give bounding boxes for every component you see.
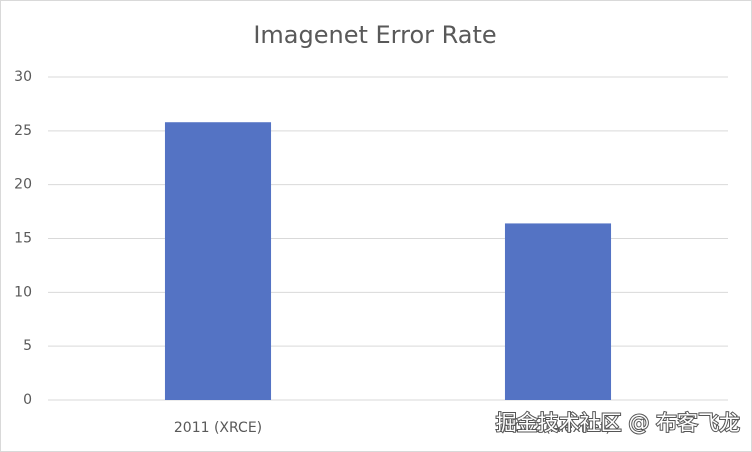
x-tick-label: 2011 (XRCE) bbox=[174, 420, 262, 436]
x-tick-label: 2012 (AlexNet) bbox=[505, 420, 611, 436]
y-tick-label: 30 bbox=[14, 69, 32, 85]
y-tick-label: 0 bbox=[23, 392, 32, 408]
chart-title: Imagenet Error Rate bbox=[253, 21, 496, 49]
y-tick-label: 10 bbox=[14, 284, 32, 300]
watermark: 掘金技术社区 @ 布客飞龙 bbox=[496, 411, 740, 435]
bar bbox=[164, 122, 272, 400]
y-tick-label: 25 bbox=[14, 123, 32, 139]
y-tick-label: 5 bbox=[23, 338, 32, 354]
y-tick-label: 20 bbox=[14, 177, 32, 193]
bar bbox=[504, 223, 612, 400]
y-tick-label: 15 bbox=[14, 231, 32, 247]
